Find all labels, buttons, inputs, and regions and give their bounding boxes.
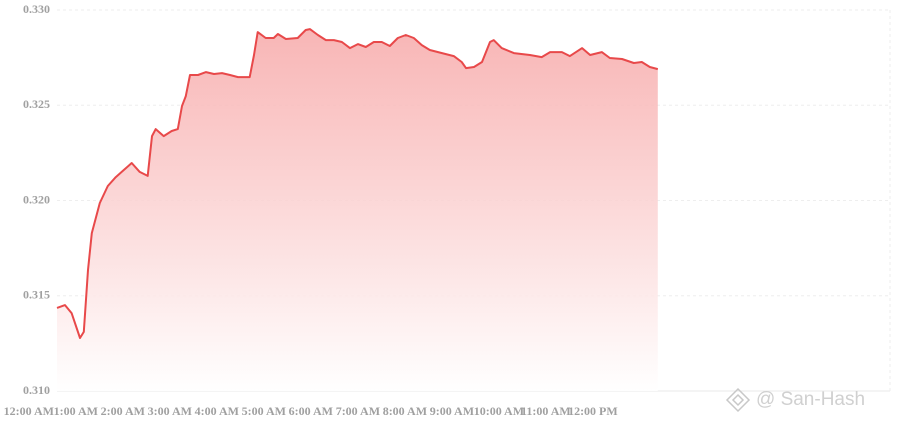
y-tick-label: 0.315 bbox=[23, 288, 50, 302]
x-tick-label: 2:00 AM bbox=[101, 404, 145, 418]
x-tick-label: 1:00 AM bbox=[54, 404, 98, 418]
y-tick-label: 0.320 bbox=[23, 192, 50, 206]
watermark-logo bbox=[725, 387, 751, 413]
line bbox=[56, 28, 659, 339]
x-tick-label: 11:00 AM bbox=[521, 404, 571, 418]
x-tick-label: 10:00 AM bbox=[474, 404, 524, 418]
x-tick-label: 7:00 AM bbox=[336, 404, 380, 418]
x-tick-label: 8:00 AM bbox=[383, 404, 427, 418]
x-tick-label: 4:00 AM bbox=[195, 404, 239, 418]
y-tick-label: 0.310 bbox=[23, 383, 50, 397]
x-tick-label: 12:00 PM bbox=[568, 404, 618, 418]
x-tick-label: 9:00 AM bbox=[430, 404, 474, 418]
x-tick-label: 12:00 AM bbox=[4, 404, 54, 418]
y-tick-label: 0.325 bbox=[23, 97, 50, 111]
x-tick-label: 5:00 AM bbox=[242, 404, 286, 418]
x-tick-label: 3:00 AM bbox=[148, 404, 192, 418]
watermark: @ San-Hash bbox=[756, 389, 865, 410]
area-fill bbox=[57, 29, 658, 391]
y-tick-label: 0.330 bbox=[23, 2, 50, 16]
x-tick-label: 6:00 AM bbox=[289, 404, 333, 418]
